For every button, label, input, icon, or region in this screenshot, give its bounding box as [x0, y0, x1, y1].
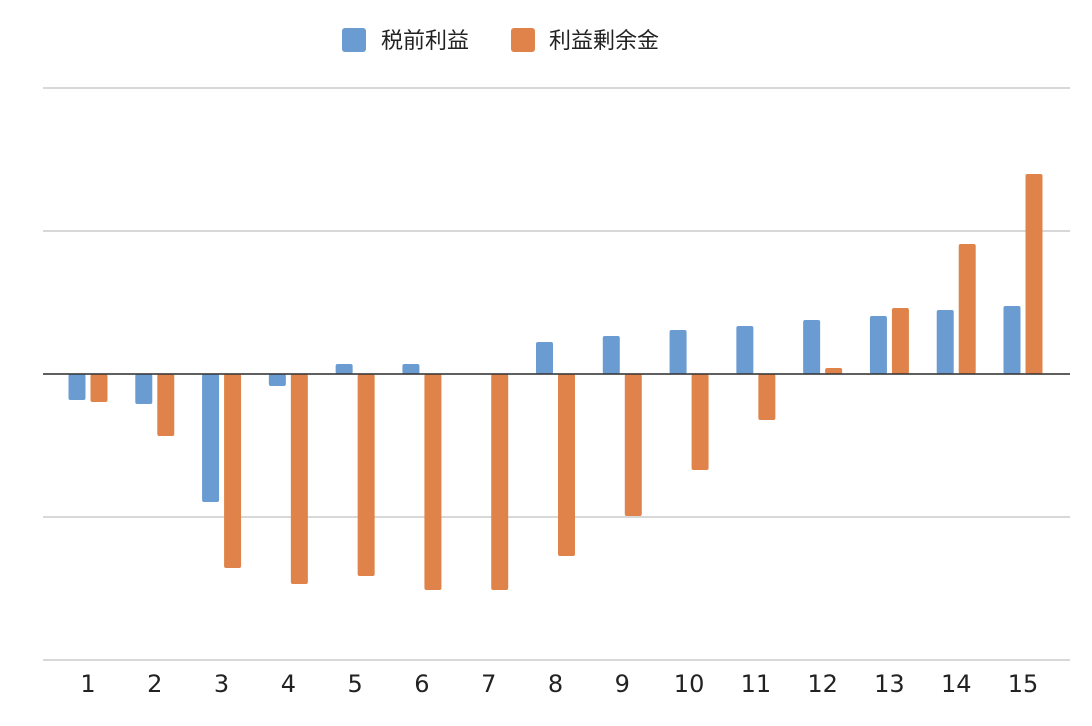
bar-retained-earnings-15 — [1025, 174, 1043, 374]
bar-pretax-profit-1 — [68, 374, 86, 400]
bar-retained-earnings-8 — [558, 374, 575, 556]
legend-swatch — [342, 28, 366, 52]
x-tick-label: 9 — [615, 670, 630, 698]
bar-pretax-profit-5 — [335, 364, 353, 374]
x-tick-label: 15 — [1008, 670, 1039, 698]
bar-retained-earnings-3 — [224, 374, 242, 568]
bar-pretax-profit-6 — [402, 364, 420, 374]
bar-retained-earnings-9 — [624, 374, 642, 516]
bar-pretax-profit-8 — [536, 342, 553, 374]
x-tick-label: 10 — [674, 670, 705, 698]
bar-retained-earnings-7 — [491, 374, 509, 590]
bar-pretax-profit-3 — [202, 374, 220, 502]
bar-pretax-profit-2 — [135, 374, 153, 404]
x-tick-label: 11 — [741, 670, 772, 698]
x-tick-label: 7 — [481, 670, 496, 698]
bar-retained-earnings-11 — [758, 374, 776, 420]
bar-retained-earnings-10 — [691, 374, 709, 470]
x-tick-label: 3 — [214, 670, 229, 698]
bar-pretax-profit-14 — [936, 310, 954, 374]
legend-label: 税前利益 — [381, 29, 469, 54]
x-tick-label: 13 — [874, 670, 905, 698]
bar-pretax-profit-12 — [803, 320, 821, 374]
bar-pretax-profit-10 — [669, 330, 687, 374]
bar-retained-earnings-12 — [825, 368, 843, 374]
x-tick-label: 4 — [281, 670, 296, 698]
bar-retained-earnings-14 — [958, 244, 976, 374]
bar-pretax-profit-9 — [602, 336, 620, 374]
x-tick-label: 5 — [348, 670, 363, 698]
bar-pretax-profit-15 — [1003, 306, 1021, 374]
bars — [43, 174, 1070, 590]
legend-label: 利益剰余金 — [549, 29, 659, 54]
bar-pretax-profit-11 — [736, 326, 754, 374]
legend: 税前利益 利益剰余金 — [342, 28, 659, 54]
bar-retained-earnings-4 — [290, 374, 308, 584]
legend-swatch — [511, 28, 535, 52]
bar-retained-earnings-5 — [357, 374, 375, 576]
x-tick-label: 2 — [147, 670, 162, 698]
x-tick-label: 12 — [807, 670, 838, 698]
bar-retained-earnings-2 — [157, 374, 175, 436]
x-axis-tick-labels: 1 2 3 4 5 6 7 8 9 10 11 12 13 14 15 — [80, 670, 1038, 698]
x-tick-label: 8 — [548, 670, 563, 698]
x-tick-label: 1 — [80, 670, 95, 698]
bar-pretax-profit-4 — [268, 374, 286, 386]
bar-retained-earnings-1 — [90, 374, 108, 402]
bar-retained-earnings-6 — [424, 374, 442, 590]
x-tick-label: 14 — [941, 670, 972, 698]
bar-retained-earnings-13 — [891, 308, 909, 374]
bar-pretax-profit-13 — [869, 316, 887, 374]
x-tick-label: 6 — [414, 670, 429, 698]
